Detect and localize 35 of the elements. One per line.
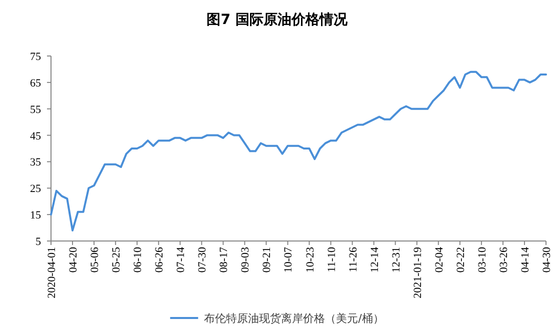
y-tick-label: 15 (30, 210, 42, 222)
x-tick-label: 04-20 (68, 246, 80, 273)
y-tick-label: 5 (36, 236, 42, 248)
y-tick-label: 45 (30, 130, 42, 142)
x-tick-label: 07-14 (175, 246, 188, 273)
y-tick-label: 25 (30, 183, 42, 196)
x-tick-label: 09-21 (261, 247, 274, 273)
y-tick-label: 65 (30, 77, 42, 90)
y-tick-label: 35 (30, 156, 42, 169)
x-tick-label: 09-03 (240, 246, 252, 273)
x-tick-label: 2021-01-19 (412, 246, 424, 298)
x-tick-label: 12-31 (390, 247, 402, 273)
x-tick-label: 06-10 (132, 246, 144, 273)
x-tick-label: 02-04 (433, 246, 446, 273)
x-tick-label: 07-30 (196, 246, 209, 273)
y-tick-label: 55 (30, 104, 42, 116)
line-series (50, 70, 547, 232)
y-tick-label: 75 (30, 51, 42, 63)
chart-title: 图7 国际原油价格情况 (206, 12, 348, 28)
x-tick-label: 08-17 (218, 246, 230, 273)
x-tick-label: 06-26 (154, 246, 166, 273)
x-tick-label: 03-26 (498, 246, 510, 273)
x-tick-label: 04-14 (519, 246, 532, 273)
x-tick-label: 02-22 (454, 247, 467, 273)
x-tick-label: 10-07 (282, 246, 295, 273)
x-tick-label: 2020-04-01 (46, 247, 58, 298)
x-tick-label: 12-14 (368, 246, 381, 273)
x-tick-label: 11-26 (347, 246, 360, 272)
x-tick-label: 04-30 (541, 246, 553, 273)
x-tick-label: 11-10 (326, 246, 338, 272)
legend-label: 布伦特原油现货离岸价格（美元/桶） (204, 312, 384, 325)
x-tick-label: 03-10 (476, 246, 488, 273)
x-tick-label: 10-23 (304, 246, 316, 273)
x-tick-label: 05-06 (89, 246, 102, 273)
x-tick-label: 05-25 (110, 246, 123, 273)
